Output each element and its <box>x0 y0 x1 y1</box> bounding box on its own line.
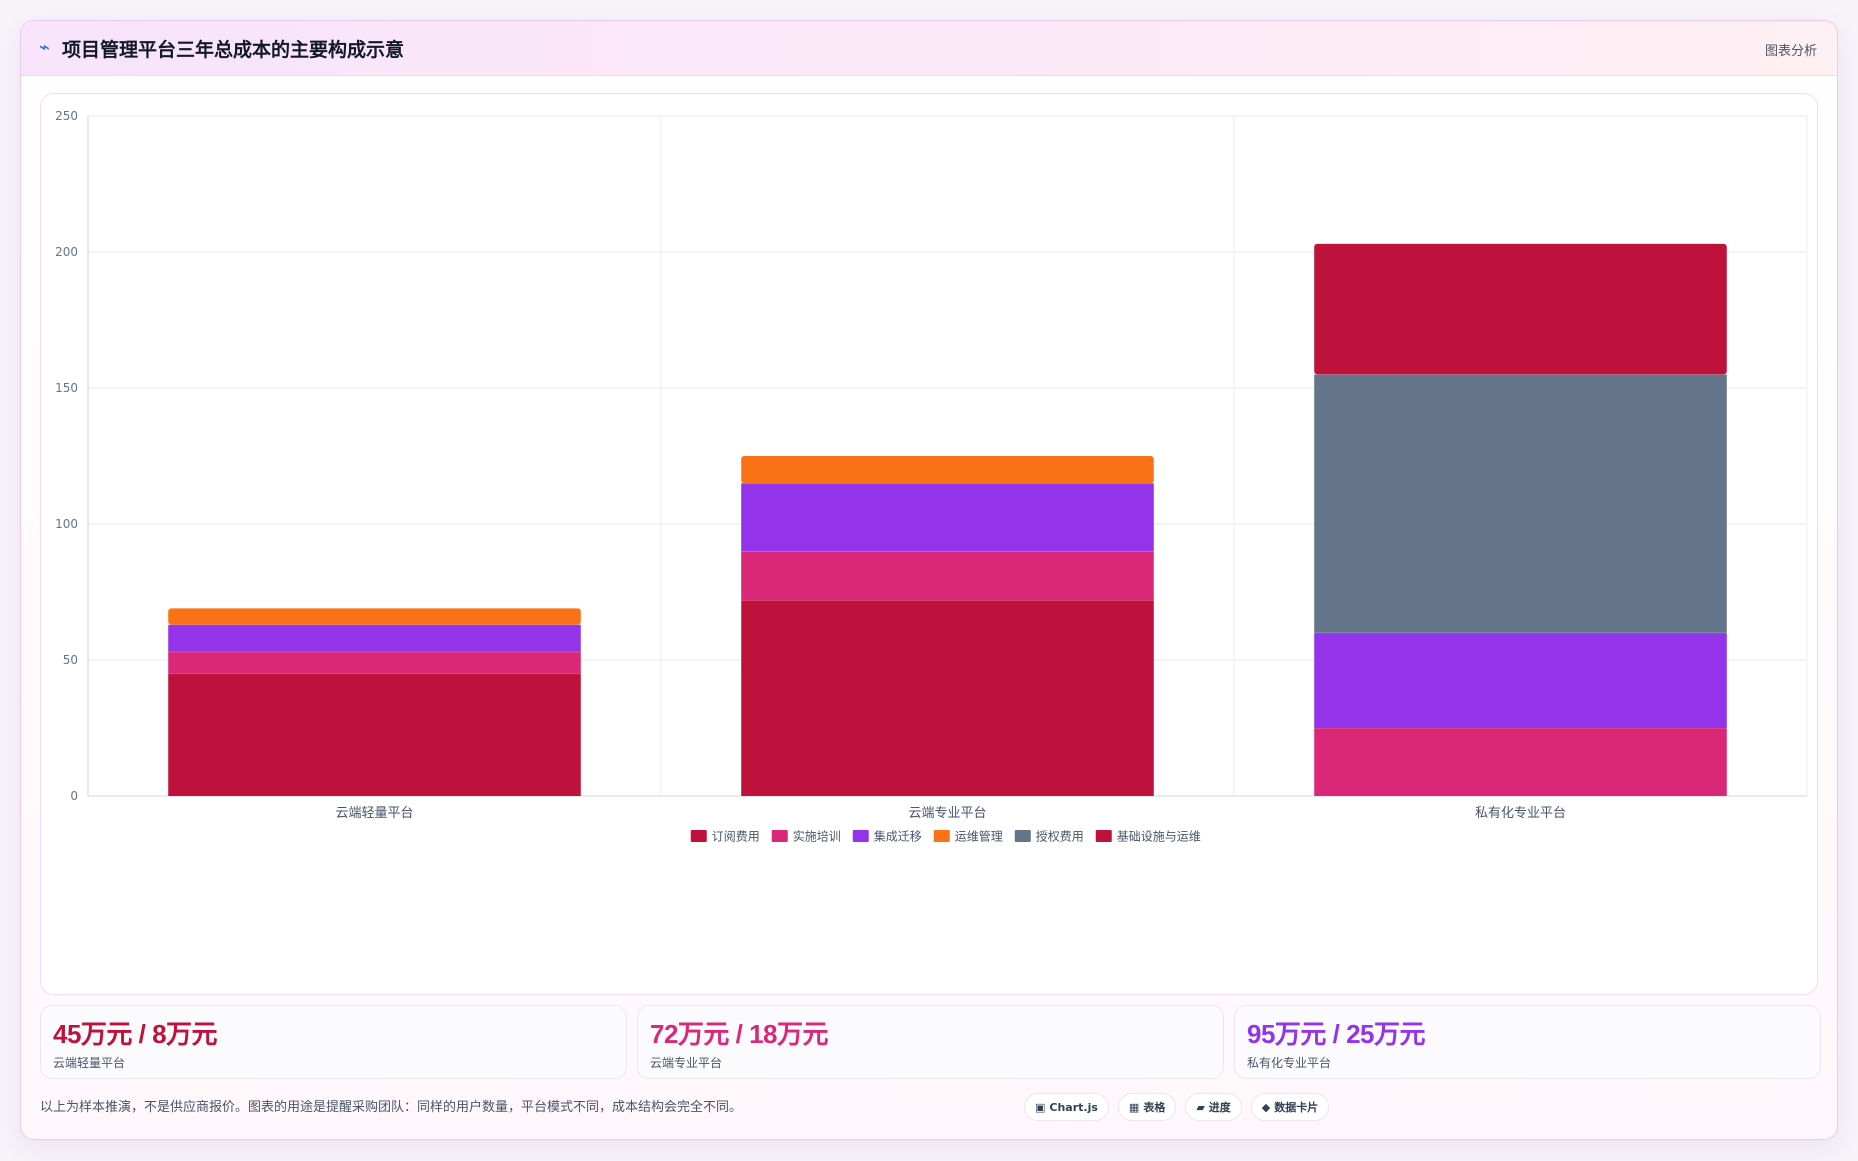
stat-card-cloud-pro: 72万元 / 18万元 云端专业平台 <box>637 1005 1224 1079</box>
bar-segment <box>168 673 581 796</box>
chart-title: 项目管理平台三年总成本的主要构成示意 <box>62 39 405 61</box>
footer-note: 以上为样本推演，不是供应商报价。图表的用途是提醒采购团队：同样的用户数量，平台模… <box>40 1100 743 1115</box>
legend-swatch <box>1014 830 1031 842</box>
chip-table[interactable]: ▦ 表格 <box>1117 1093 1177 1121</box>
chip-label: Chart.js <box>1049 1100 1098 1114</box>
legend-label: 基础设施与运维 <box>1117 830 1201 844</box>
legend-swatch <box>852 830 869 842</box>
bar-segment <box>741 551 1154 601</box>
x-tick-label: 私有化专业平台 <box>1475 806 1566 821</box>
bar-segment <box>1314 728 1727 796</box>
chart-icon: ▣ <box>1035 1100 1046 1114</box>
bar-segment <box>168 624 581 652</box>
y-tick-label: 200 <box>55 245 78 259</box>
stat-label: 云端专业平台 <box>650 1056 723 1070</box>
chart-card: ⌁ 项目管理平台三年总成本的主要构成示意 图表分析 0 50 100 150 200 25… <box>20 20 1838 1140</box>
bar-segment <box>741 456 1154 484</box>
stat-value: 45万元 / 8万元 <box>53 1019 218 1049</box>
x-tick-label: 云端轻量平台 <box>335 806 413 821</box>
bar-segment <box>168 651 581 674</box>
y-tick-label: 250 <box>55 109 78 123</box>
legend-label: 订阅费用 <box>712 830 760 844</box>
legend-label: 运维管理 <box>955 829 1003 844</box>
stat-value: 72万元 / 18万元 <box>650 1019 829 1049</box>
y-tick-label: 50 <box>63 653 78 667</box>
bar-segment <box>1314 374 1727 633</box>
stat-label: 私有化专业平台 <box>1247 1056 1332 1070</box>
chip-chartjs[interactable]: ▣ Chart.js <box>1024 1093 1109 1121</box>
stat-card-cloud-light: 45万元 / 8万元 云端轻量平台 <box>40 1005 627 1079</box>
legend-label: 集成迁移 <box>874 829 922 844</box>
table-icon: ▦ <box>1128 1100 1140 1114</box>
stat-value: 95万元 / 25万元 <box>1247 1019 1426 1049</box>
legend-swatch <box>771 830 788 842</box>
y-tick-label: 100 <box>55 517 78 531</box>
legend-swatch <box>690 830 707 842</box>
bar-segment <box>1314 243 1727 375</box>
trend-arrow-icon: ⌁ <box>39 37 50 58</box>
bar-segment <box>741 600 1154 796</box>
legend-swatch <box>1095 830 1112 842</box>
chip-label: 进度 <box>1208 1101 1231 1114</box>
bar-segment <box>168 608 581 625</box>
stat-label: 云端轻量平台 <box>53 1056 126 1070</box>
y-tick-label: 150 <box>55 381 78 395</box>
card-header: ⌁ 项目管理平台三年总成本的主要构成示意 图表分析 <box>21 21 1837 76</box>
y-tick-label: 0 <box>70 789 78 803</box>
diamond-icon: ◆ <box>1261 1100 1271 1114</box>
x-tick-label: 云端专业平台 <box>908 806 986 821</box>
chip-data-card[interactable]: ◆ 数据卡片 <box>1250 1093 1330 1121</box>
chip-progress[interactable]: ▰ 进度 <box>1185 1093 1242 1121</box>
bar-segment <box>1314 632 1727 728</box>
legend-label: 授权费用 <box>1036 829 1084 844</box>
legend-swatch <box>933 830 950 842</box>
bar-segment <box>741 483 1154 552</box>
chip-group: ▣ Chart.js ▦ 表格 ▰ 进度 ◆ 数据卡片 <box>1024 1093 1330 1121</box>
legend-label: 实施培训 <box>793 829 841 844</box>
stat-card-private-pro: 95万元 / 25万元 私有化专业平台 <box>1234 1005 1821 1079</box>
chart-panel: 0 50 100 150 200 250 云端轻量平台 云端专业平台 私有化专业平台订阅费用 实施… <box>40 93 1818 995</box>
chip-label: 表格 <box>1143 1101 1166 1114</box>
progress-icon: ▰ <box>1196 1100 1205 1114</box>
chart-analysis-tag[interactable]: 图表分析 <box>1764 44 1817 59</box>
chip-label: 数据卡片 <box>1274 1101 1319 1114</box>
